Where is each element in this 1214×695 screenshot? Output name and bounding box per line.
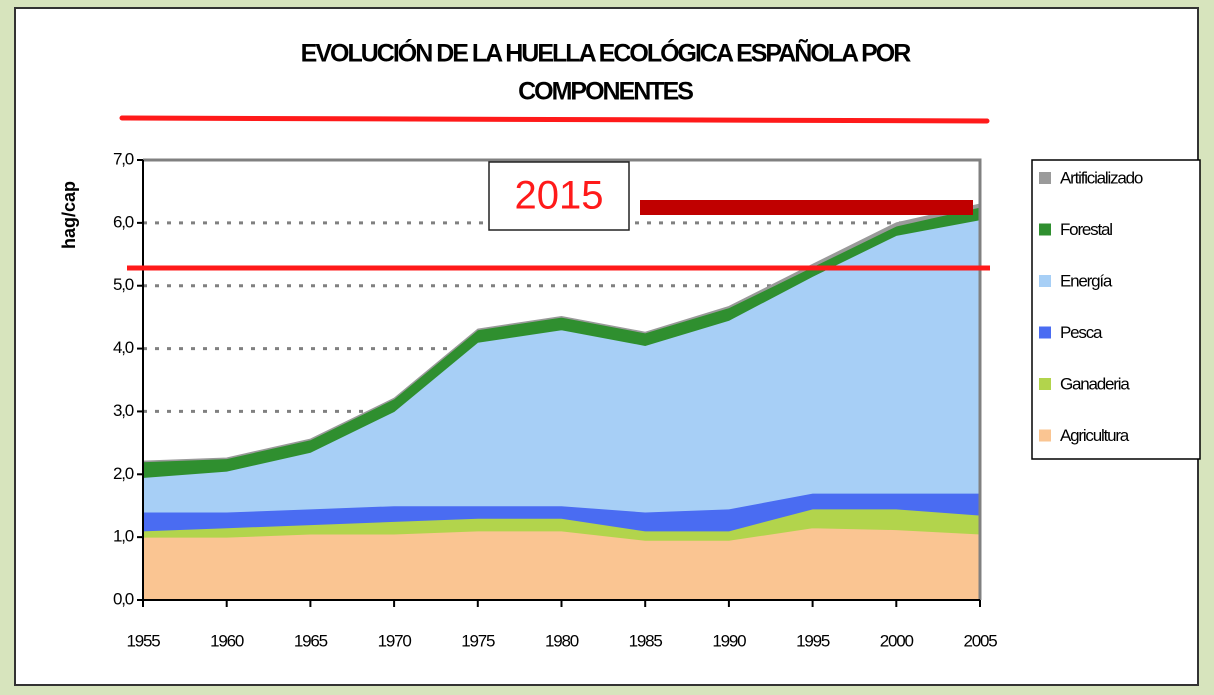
plot-area [142,158,982,601]
legend-swatch [1039,326,1051,339]
y-tick-label: 2,0 [113,464,134,483]
y-axis-label: hag/cap [59,181,79,249]
x-tick-label: 1985 [629,631,663,650]
x-tick-label: 1995 [796,631,830,650]
chart-title: EVOLUCIÓN DE LA HUELLA ECOLÓGICA ESPAÑOL… [301,38,912,68]
plot-border [143,158,982,600]
x-tick-label: 1970 [378,631,412,650]
y-tick-label: 7,0 [113,149,134,168]
x-tick-label: 2000 [880,631,914,650]
x-tick-label: 1975 [461,631,495,650]
red-line [119,115,990,124]
legend-swatch [1039,378,1051,390]
legend-label: Ganaderia [1060,374,1130,393]
chart-title: COMPONENTES [518,78,693,106]
legend-label: Pesca [1060,323,1103,342]
area [142,527,981,601]
legend-swatch [1039,223,1051,236]
y-tick-label: 0,0 [113,589,134,608]
annotation-box [488,161,630,231]
annotation: 2015 [515,174,604,218]
legend-swatch [1039,172,1051,184]
legend-label: Energía [1060,271,1113,290]
legend-label: Forestal [1060,220,1112,239]
annotations: 2015 [119,115,990,271]
x-tick-label: 1960 [210,631,244,650]
x-tick-label: 1955 [126,631,160,650]
y-tick-label: 1,0 [113,527,134,546]
legend-label: Agricultura [1060,426,1130,445]
legend-swatch [1039,429,1051,442]
x-tick-label: 1980 [545,631,579,650]
y-tick-label: 4,0 [113,338,134,357]
legend [1031,159,1201,460]
x-tick-label: 2005 [963,631,997,650]
y-tick-label: 5,0 [113,275,134,294]
red-bar [640,200,973,215]
x-tick-label: 1990 [712,631,746,650]
legend-label: Artificializado [1060,168,1143,187]
y-tick-label: 6,0 [113,212,134,231]
legend-swatch [1039,275,1051,287]
y-tick-label: 3,0 [113,401,134,420]
x-tick-label: 1965 [294,631,328,650]
